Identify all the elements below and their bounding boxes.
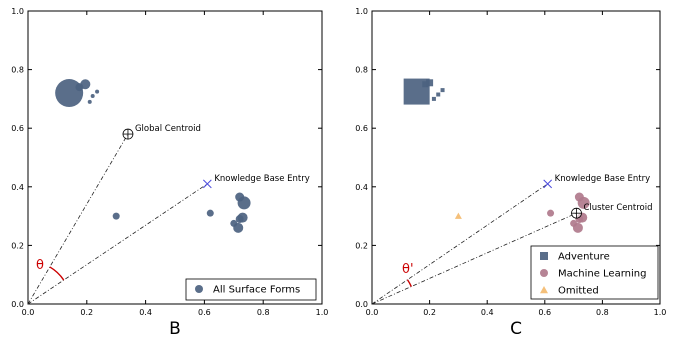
legend-entry: All Surface Forms <box>213 285 300 296</box>
legend-box <box>530 245 659 300</box>
x-tick-label: 0.4 <box>481 308 494 317</box>
point-annotation: Cluster Centroid <box>583 203 652 213</box>
panel-label: B <box>169 319 181 338</box>
axes-frame <box>371 10 661 305</box>
data-point <box>572 222 583 233</box>
legend-swatch <box>540 269 548 277</box>
y-tick-label: 0.4 <box>11 183 24 192</box>
point-annotation: Global Centroid <box>135 124 201 134</box>
panel-b: 0.0 0.2 0.4 0.6 0.8 1.0 0.0 0.2 0.4 0.6 0.8 1.0 Bθ Gl… <box>11 7 328 338</box>
y-tick-label: 0.2 <box>11 241 24 250</box>
legend-box <box>185 278 317 301</box>
legend-entry: Machine Learning <box>558 269 646 280</box>
y-tick-label: 0.6 <box>355 124 368 133</box>
data-point <box>440 88 445 93</box>
point-annotation: Knowledge Base Entry <box>214 174 309 184</box>
data-point <box>233 222 244 233</box>
x-tick-label: 0.2 <box>80 308 93 317</box>
panel-label: C <box>510 319 522 338</box>
kb-entry-marker-2 <box>543 179 553 189</box>
legend-swatch <box>195 285 203 293</box>
angle-label: θ <box>36 258 44 273</box>
x-tick-label: 1.0 <box>654 308 667 317</box>
data-point <box>95 89 100 94</box>
data-point <box>87 99 92 104</box>
x-tick-label: 0.0 <box>366 308 379 317</box>
legend-entry: Omitted <box>558 286 599 297</box>
vector-line <box>27 183 208 305</box>
data-point <box>90 93 95 98</box>
x-tick-label: 0.8 <box>596 308 609 317</box>
x-tick-label: 0.4 <box>139 308 152 317</box>
x-tick-label: 1.0 <box>316 308 329 317</box>
axes-frame <box>27 10 323 305</box>
panel-c: 0.0 0.2 0.4 0.6 0.8 1.0 0.0 0.2 0.4 0.6 0.8 1.0 Cθ' K… <box>355 7 666 338</box>
y-tick-label: 0.8 <box>355 66 368 75</box>
x-tick-label: 0.8 <box>257 308 270 317</box>
data-point <box>112 212 120 220</box>
x-tick-label: 0.6 <box>198 308 211 317</box>
data-point <box>426 79 434 87</box>
angle-arc <box>406 279 412 287</box>
y-tick-label: 0.8 <box>11 66 24 75</box>
legend-entry: Adventure <box>558 252 610 263</box>
point-annotation: Knowledge Base Entry <box>555 174 650 184</box>
y-tick-label: 1.0 <box>11 7 24 16</box>
kb-entry-marker-2 <box>202 179 212 189</box>
y-tick-label: 1.0 <box>355 7 368 16</box>
x-tick-label: 0.6 <box>538 308 551 317</box>
x-tick-label: 0.2 <box>423 308 436 317</box>
legend-swatch <box>540 252 548 260</box>
data-point <box>422 81 429 88</box>
vector-line <box>371 183 548 305</box>
y-tick-label: 0.0 <box>11 300 24 309</box>
vector-line <box>371 212 577 305</box>
data-point <box>237 196 251 210</box>
legend-swatch <box>540 286 548 294</box>
angle-label: θ' <box>402 262 414 277</box>
y-tick-label: 0.4 <box>355 183 368 192</box>
data-point <box>454 212 462 219</box>
vector-line <box>27 133 129 305</box>
data-point <box>547 209 555 217</box>
data-point <box>80 79 91 90</box>
angle-arc <box>49 266 65 281</box>
data-point <box>431 96 436 101</box>
data-point <box>237 212 248 223</box>
y-tick-label: 0.2 <box>355 241 368 250</box>
data-point <box>206 209 214 217</box>
y-tick-label: 0.0 <box>355 300 368 309</box>
data-point <box>577 196 590 209</box>
y-tick-label: 0.6 <box>11 124 24 133</box>
x-tick-label: 0.0 <box>22 308 35 317</box>
data-point <box>436 92 441 97</box>
